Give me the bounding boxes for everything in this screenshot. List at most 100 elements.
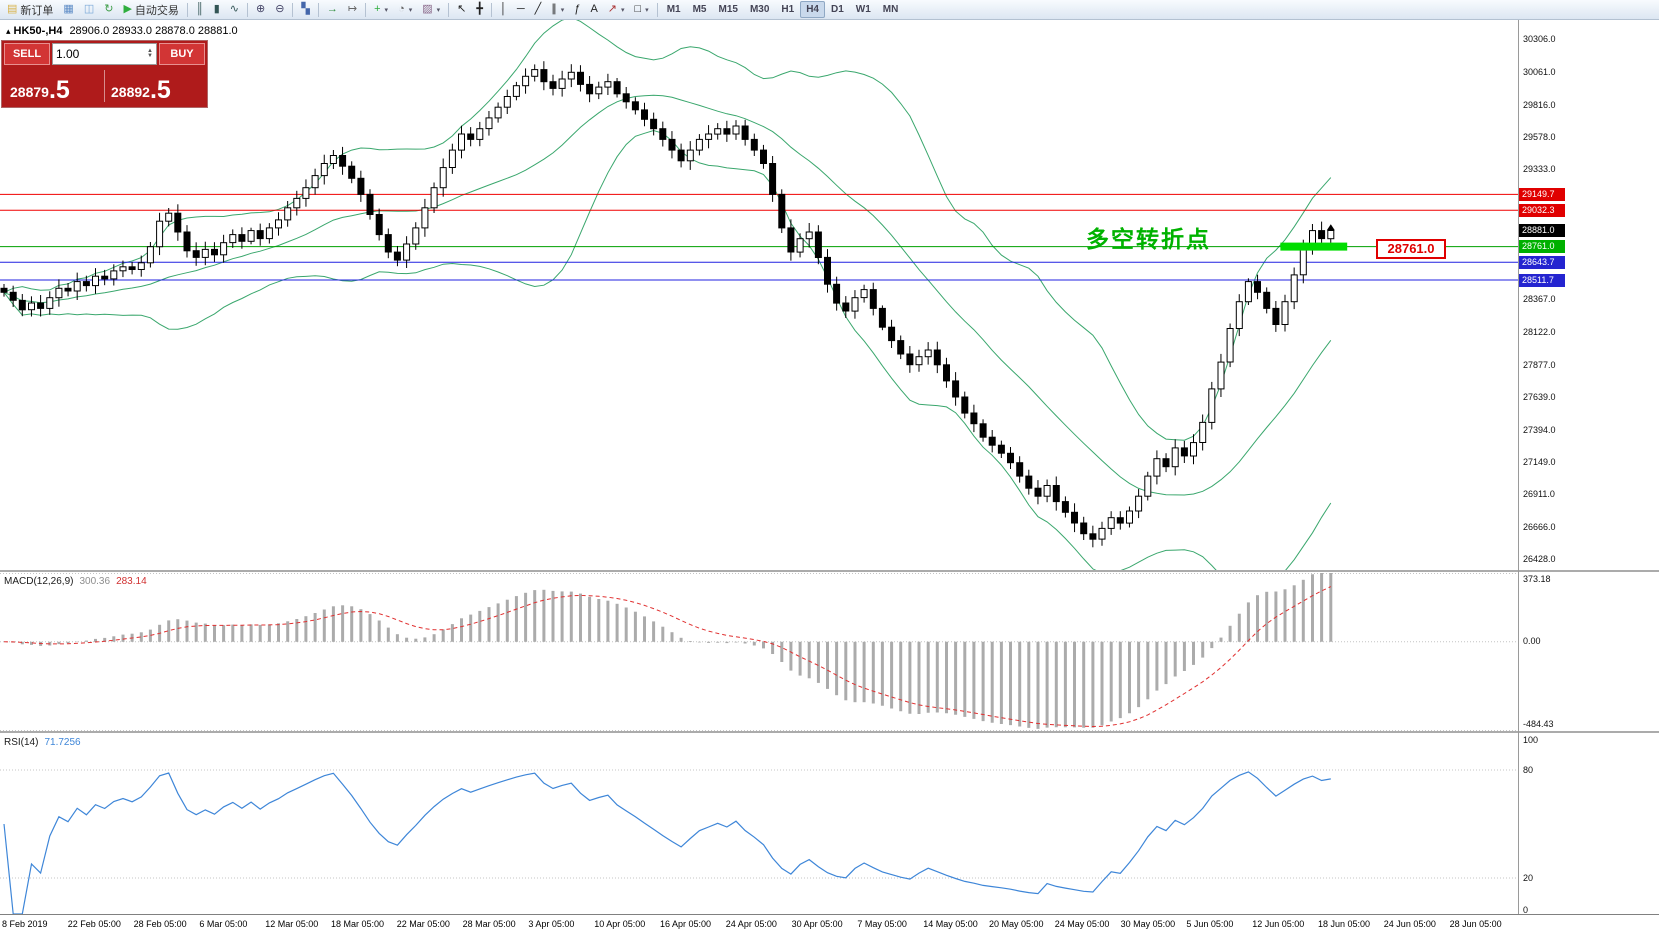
chart-shift-button[interactable]: ↦ <box>343 1 362 18</box>
zoom-in-icon: ⊕ <box>255 3 266 15</box>
price-axis-label: 26666.0 <box>1523 522 1556 533</box>
zoom-out-button[interactable]: ⊖ <box>270 1 289 18</box>
periods-icon: ◔ <box>398 3 405 15</box>
chart-symbol-icon: ▴ <box>6 26 11 36</box>
price-axis-label: 26911.0 <box>1523 489 1555 500</box>
tf-mn-button-label: MN <box>882 4 899 15</box>
tile-windows-button[interactable]: ▚ <box>296 1 314 18</box>
time-axis-label: 20 May 05:00 <box>989 919 1044 929</box>
rsi-panel-canvas[interactable] <box>0 734 1518 914</box>
rsi-axis-label: 100 <box>1523 734 1539 745</box>
price-axis-label: 27877.0 <box>1523 359 1556 370</box>
toolbar-separator <box>186 2 188 17</box>
line-chart-button[interactable]: ∿ <box>225 1 244 18</box>
crosshair-button[interactable]: ╋ <box>471 1 488 18</box>
cursor-button[interactable]: ↖ <box>452 1 471 18</box>
price-axis-label: 28122.0 <box>1523 326 1556 337</box>
auto-scroll-button[interactable]: → <box>322 1 343 18</box>
dropdown-arrow-icon: ▾ <box>436 6 441 14</box>
tf-mn-button[interactable]: MN <box>877 1 905 18</box>
zoom-out-icon: ⊖ <box>275 3 285 15</box>
price-axis-label: 29578.0 <box>1523 131 1556 142</box>
periods-button[interactable]: ◔ ▾ <box>393 1 417 18</box>
data-window-icon: ◫ <box>83 3 95 15</box>
toolbar-separator <box>292 2 294 17</box>
auto-scroll-icon: → <box>326 3 338 15</box>
price-level-chip: 29032.3 <box>1519 203 1565 217</box>
horizontal-line-button[interactable]: ─ <box>512 1 530 18</box>
tf-m15-button[interactable]: M15 <box>713 1 744 18</box>
tf-w1-button[interactable]: W1 <box>850 1 877 18</box>
main-chart-canvas[interactable] <box>0 20 1518 570</box>
tf-m30-button[interactable]: M30 <box>744 1 775 18</box>
price-level-chip: 28643.7 <box>1519 255 1565 269</box>
tf-d1-button[interactable]: D1 <box>825 1 850 18</box>
time-axis-label: 12 Jun 05:00 <box>1252 919 1305 929</box>
autotrading-icon: ▶ <box>123 3 132 15</box>
turning-point-annotation[interactable]: 多空转折点 <box>1086 226 1211 252</box>
price-axis-label: 28367.0 <box>1523 293 1556 304</box>
tf-m1-button[interactable]: M1 <box>661 1 687 18</box>
price-axis-label: 29816.0 <box>1523 99 1556 110</box>
zoom-in-button[interactable]: ⊕ <box>251 1 270 18</box>
volume-value: 1.00 <box>56 47 80 61</box>
macd-panel-canvas[interactable] <box>0 573 1518 731</box>
price-level-chip: 28511.7 <box>1519 273 1565 287</box>
text-button[interactable]: A <box>585 1 602 18</box>
macd-label: MACD(12,26,9) 300.36 283.14 <box>4 576 147 587</box>
templates-button[interactable]: ▨ ▾ <box>417 1 445 18</box>
toolbar-separator <box>246 2 248 17</box>
indicators-button[interactable]: + ▾ <box>369 1 393 18</box>
bars-chart-button[interactable]: ║ <box>191 1 209 18</box>
sell-price[interactable]: 28879.5 <box>10 76 70 104</box>
time-axis-label: 18 Jun 05:00 <box>1318 919 1371 929</box>
price-axis[interactable]: 30306.0 30061.0 29816.0 29578.0 29333.0 28367… <box>1518 20 1659 915</box>
refresh-button[interactable]: ↻ <box>99 1 118 18</box>
autotrading-button[interactable]: ▶ 自动交易 <box>118 1 183 18</box>
indicators-icon: + <box>374 3 381 15</box>
volume-spinner-icon[interactable]: ▲ ▼ <box>147 48 153 59</box>
volume-input[interactable]: 1.00 ▲ ▼ <box>52 43 157 65</box>
fibonacci-button[interactable]: ƒ <box>569 1 585 18</box>
market-watch-button[interactable]: ▦ <box>58 1 78 18</box>
price-axis-label: 30306.0 <box>1523 33 1556 44</box>
trendline-button[interactable]: ╱ <box>530 1 547 18</box>
vertical-line-button[interactable]: │ <box>495 1 512 18</box>
tf-m30-button-label: M30 <box>749 4 770 15</box>
price-callout[interactable]: 28761.0 <box>1376 239 1446 259</box>
macd-axis-label: 0.00 <box>1523 636 1541 647</box>
cursor-icon: ↖ <box>457 3 467 15</box>
time-axis[interactable]: 8 Feb 2019 22 Feb 05:00 28 Feb 05:00 6 Mar … <box>0 914 1659 941</box>
time-axis-label: 18 Mar 05:00 <box>331 919 385 929</box>
bars-chart-icon: ║ <box>195 3 204 15</box>
time-axis-label: 30 Apr 05:00 <box>791 919 843 929</box>
arrows-button[interactable]: ↗ ▾ <box>603 1 630 18</box>
candlestick-chart-button[interactable]: ▮ <box>209 1 225 18</box>
symbol-name: HK50-,H4 <box>13 25 63 37</box>
chart-shift-icon: ↦ <box>347 3 358 15</box>
panel-separator[interactable] <box>0 570 1659 572</box>
tile-windows-icon: ▚ <box>301 3 310 15</box>
buy-price[interactable]: 28892.5 <box>111 76 171 104</box>
time-axis-label: 12 Mar 05:00 <box>265 919 319 929</box>
shapes-button[interactable]: □ ▾ <box>630 1 654 18</box>
time-axis-label: 28 Jun 05:00 <box>1449 919 1502 929</box>
data-window-button[interactable]: ◫ <box>79 1 99 18</box>
time-axis-label: 16 Apr 05:00 <box>660 919 712 929</box>
tf-m5-button[interactable]: M5 <box>687 1 713 18</box>
sell-button[interactable]: SELL <box>4 43 50 65</box>
time-axis-label: 10 Apr 05:00 <box>594 919 646 929</box>
channel-button[interactable]: ∥ ▾ <box>546 1 569 18</box>
panel-separator[interactable] <box>0 731 1659 733</box>
time-axis-label: 24 May 05:00 <box>1054 919 1110 929</box>
tf-h4-button[interactable]: H4 <box>800 1 825 18</box>
tf-h1-button-label: H1 <box>781 4 795 15</box>
dropdown-arrow-icon: ▾ <box>408 6 413 14</box>
tf-h1-button[interactable]: H1 <box>775 1 800 18</box>
candlestick-chart-icon: ▮ <box>213 3 220 15</box>
price-level-chip: 29149.7 <box>1519 187 1565 201</box>
new-order-button[interactable]: ▤ 新订单 <box>2 1 58 18</box>
buy-button[interactable]: BUY <box>159 43 205 65</box>
dropdown-arrow-icon: ▾ <box>621 6 625 14</box>
